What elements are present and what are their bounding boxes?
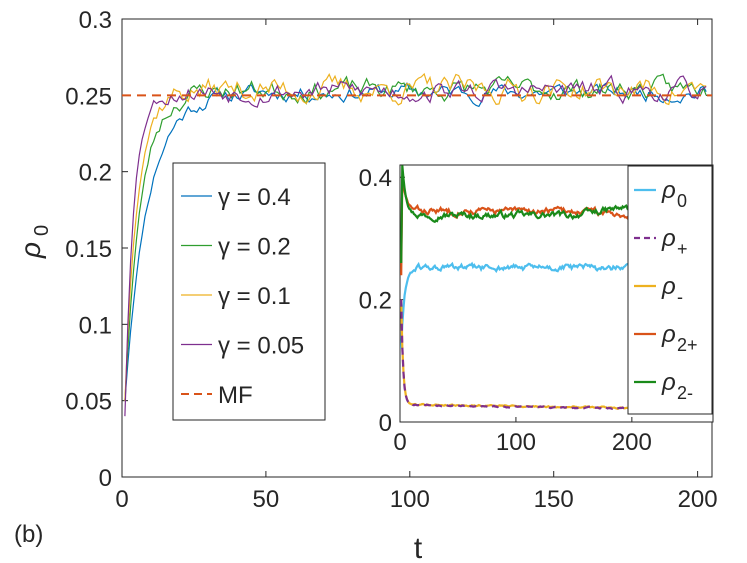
inset-ticks: 0 100 200 0 0.2 0.4 — [359, 165, 652, 456]
y-tick-label: 0.25 — [65, 83, 112, 110]
y-tick-label: 0.2 — [79, 160, 112, 187]
x-tick-label: 100 — [390, 486, 430, 513]
inset-legend-subscript: + — [677, 239, 688, 259]
inset-legend-symbol: ρ — [661, 369, 676, 396]
legend-label: MF — [218, 382, 253, 409]
series-line — [124, 73, 707, 401]
legend-label: γ = 0.2 — [218, 234, 291, 261]
inset-legend-box — [627, 165, 713, 415]
inset-legend-symbol: ρ — [661, 177, 676, 204]
series-line — [124, 74, 707, 417]
inset-legend-subscript: 2+ — [677, 335, 698, 355]
y-axis-label: ρ 0 — [15, 225, 53, 259]
y-tick-label: 0 — [99, 465, 112, 492]
inset-series-line — [400, 165, 668, 264]
x-tick-label: 50 — [253, 486, 280, 513]
inset-series-line — [400, 299, 667, 411]
series-line — [124, 72, 707, 402]
inset-x-tick-label: 200 — [612, 429, 652, 456]
inset-series-line — [400, 261, 668, 349]
y-tick-label: 0.1 — [79, 312, 112, 339]
x-tick-label: 150 — [534, 486, 574, 513]
inset-y-tick-label: 0.4 — [359, 165, 392, 192]
inset-series-lines — [400, 165, 668, 411]
inset-legend-subscript: 2- — [677, 383, 693, 403]
legend-label: γ = 0.4 — [218, 184, 291, 211]
inset-x-tick-label: 100 — [496, 429, 536, 456]
y-tick-label: 0.3 — [79, 7, 112, 34]
x-axis-label: t — [414, 532, 423, 563]
main-legend: γ = 0.4 γ = 0.2 γ = 0.1 γ = 0.05 MF — [172, 162, 326, 421]
inset-x-tick-label: 0 — [393, 429, 406, 456]
x-tick-label: 0 — [115, 486, 128, 513]
y-axis-label-subscript: 0 — [31, 225, 53, 236]
y-axis-label-symbol: ρ — [15, 242, 46, 259]
inset-y-tick-label: 0 — [379, 410, 392, 437]
legend-label: γ = 0.1 — [218, 283, 291, 310]
x-tick-label: 200 — [678, 486, 718, 513]
inset-y-tick-label: 0.2 — [359, 288, 392, 315]
main-series-lines — [122, 72, 712, 417]
main-legend-box — [172, 162, 326, 421]
inset-legend: ρ 0ρ +ρ -ρ 2+ρ 2- — [627, 165, 713, 415]
inset-legend-subscript: - — [677, 287, 683, 307]
inset-legend-symbol: ρ — [661, 321, 676, 348]
main-ticks: 0 50 100 150 200 0 0.05 0.1 0.15 0.2 0.25 0.3 — [65, 7, 717, 513]
panel-label: (b) — [14, 521, 43, 548]
legend-label: γ = 0.05 — [218, 333, 304, 360]
y-tick-label: 0.15 — [65, 236, 112, 263]
y-tick-label: 0.05 — [65, 389, 112, 416]
inset-legend-symbol: ρ — [661, 225, 676, 252]
inset-legend-symbol: ρ — [661, 273, 676, 300]
inset-legend-subscript: 0 — [677, 191, 687, 211]
